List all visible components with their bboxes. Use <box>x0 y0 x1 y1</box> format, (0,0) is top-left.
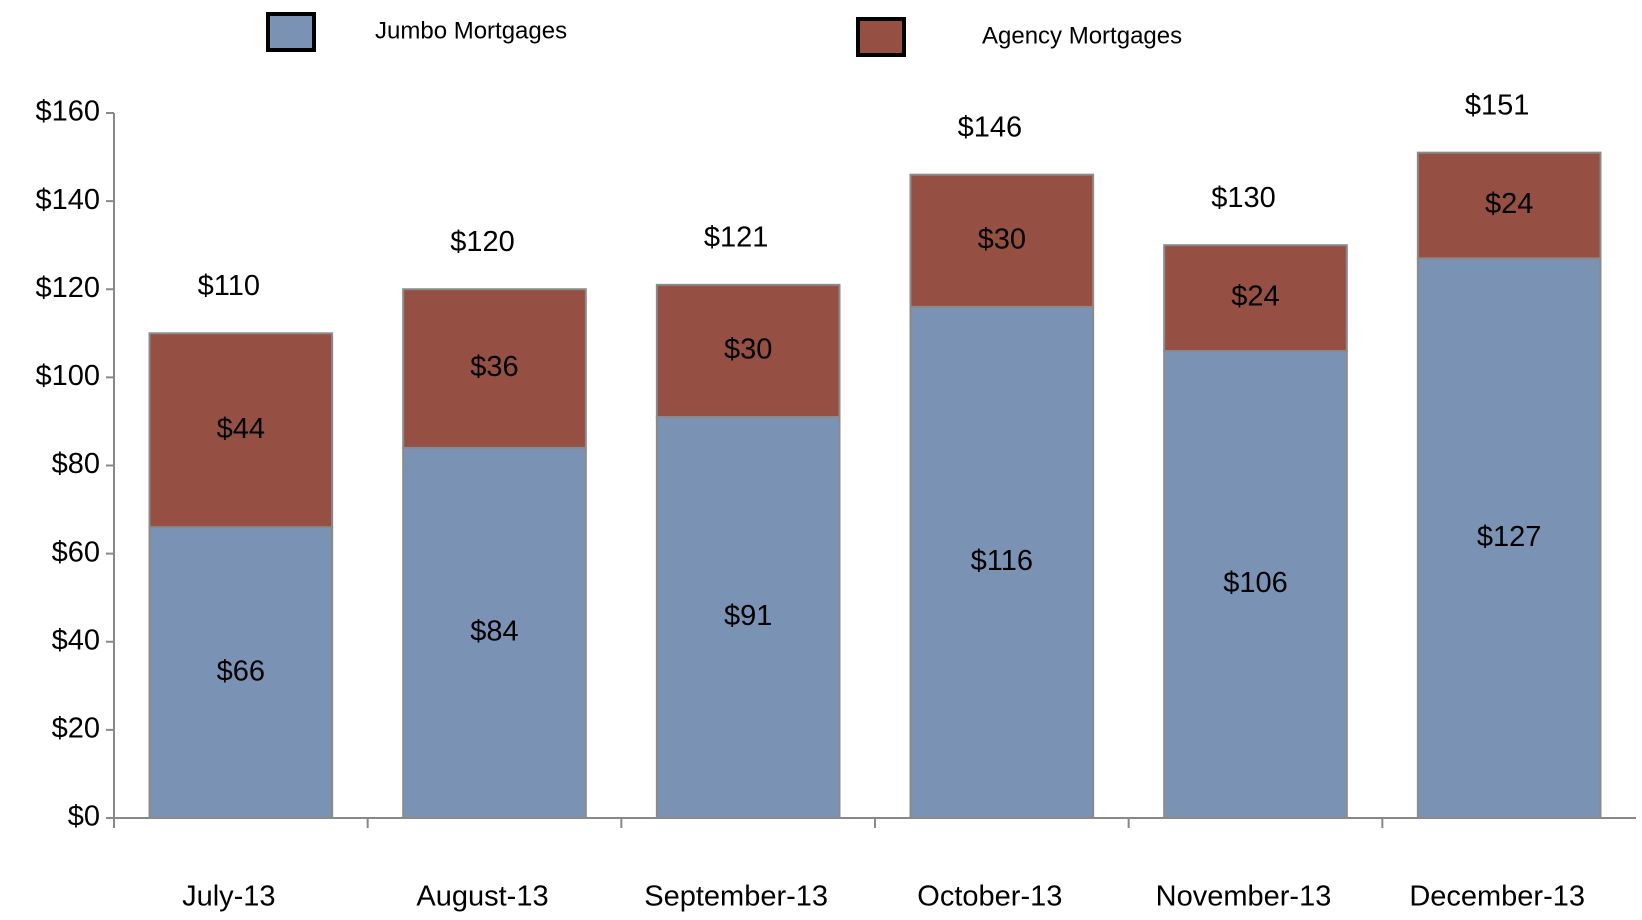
total-label: $146 <box>958 111 1023 143</box>
bar-segment <box>1416 257 1602 819</box>
x-tick-label: July-13 <box>182 881 276 913</box>
x-tick-label: October-13 <box>917 881 1062 913</box>
x-tick-label: September-13 <box>644 881 828 913</box>
value-label: $66 <box>217 655 265 687</box>
total-label: $121 <box>704 222 769 254</box>
legend-swatch <box>266 12 316 52</box>
bar-segment <box>1416 151 1602 260</box>
bar-segment <box>402 446 587 819</box>
y-tick-label: $0 <box>68 801 100 833</box>
y-tick-label: $80 <box>52 448 100 480</box>
bar-segment <box>1163 244 1348 352</box>
x-tick-label: August-13 <box>416 881 548 913</box>
y-tick-label: $160 <box>35 96 100 128</box>
bar-segment <box>148 526 334 819</box>
total-label: $120 <box>450 226 515 258</box>
bar-segment <box>402 288 587 449</box>
x-tick-label: December-13 <box>1409 881 1585 913</box>
value-label: $30 <box>978 223 1026 255</box>
value-label: $91 <box>724 600 772 632</box>
legend-label: Agency Mortgages <box>982 22 1182 49</box>
total-label: $151 <box>1465 89 1530 121</box>
bar-segment <box>1163 349 1348 819</box>
total-label: $130 <box>1211 182 1276 214</box>
bar-segment <box>148 332 334 529</box>
legend-label: Jumbo Mortgages <box>375 17 567 44</box>
legend-swatch <box>856 17 906 57</box>
bar-segment <box>655 283 841 419</box>
y-tick-label: $100 <box>35 360 100 392</box>
value-label: $127 <box>1477 521 1542 553</box>
value-label: $44 <box>217 413 265 445</box>
x-tick-label: November-13 <box>1156 881 1332 913</box>
y-tick-label: $40 <box>52 624 100 656</box>
value-label: $30 <box>724 334 772 366</box>
value-label: $106 <box>1223 567 1288 599</box>
y-tick-label: $60 <box>52 536 100 568</box>
y-tick-label: $140 <box>35 184 100 216</box>
value-label: $116 <box>971 545 1033 577</box>
bar-segment <box>655 416 841 819</box>
value-label: $24 <box>1485 188 1533 220</box>
value-label: $36 <box>470 351 518 383</box>
value-label: $24 <box>1231 281 1279 313</box>
value-label: $84 <box>470 616 518 648</box>
y-tick-label: $20 <box>52 713 100 745</box>
total-label: $110 <box>198 270 260 302</box>
bar-segment <box>909 173 1095 308</box>
y-tick-label: $120 <box>35 272 100 304</box>
